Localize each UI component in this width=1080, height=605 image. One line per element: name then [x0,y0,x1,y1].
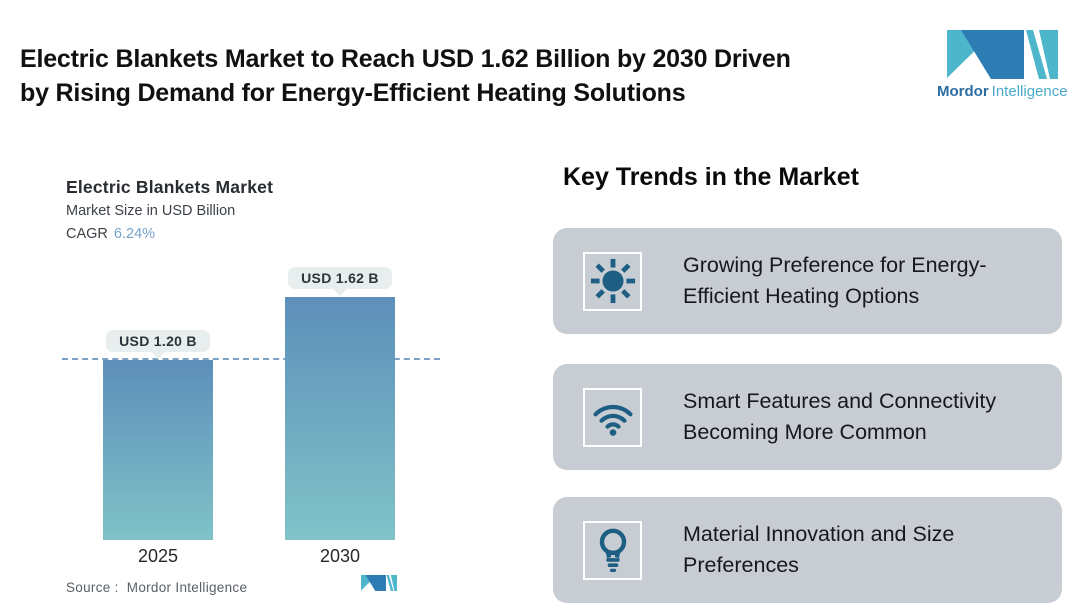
bar-2025 [103,360,213,540]
icon-box [583,251,642,311]
icon-box [583,520,642,580]
x-axis-label-2025: 2025 [137,546,179,566]
page-title: Electric Blankets Market to Reach USD 1.… [20,42,920,110]
brand-logo: Mordor Intelligence [937,30,1068,100]
chart-subtitle: Market Size in USD Billion [66,203,236,219]
sun-icon [590,258,635,304]
bar-chart: USD 1.20 B USD 1.62 B 2025 2030 [40,250,460,566]
chart-title: Electric Blankets Market [66,177,274,197]
trend-card-energy-efficiency: Growing Preference for Energy-Efficient … [553,228,1062,334]
trend-text: Material Innovation and Size Preferences [683,522,955,577]
bar-value-label-2030: USD 1.62 B [288,267,392,289]
bar-column-2025: USD 1.20 B [103,330,213,540]
bar-2030 [285,297,395,540]
lightbulb-icon [599,528,626,572]
brand-name: Mordor Intelligence [937,83,1068,100]
page-title-line2: by Rising Demand for Energy-Efficient He… [20,79,686,107]
bar-column-2030: USD 1.62 B [285,267,395,540]
trend-text: Smart Features and Connectivity Becoming… [683,389,997,444]
source-attribution: Source : Mordor Intelligence [66,580,248,595]
chart-cagr: CAGR 6.24% [66,226,155,242]
label-pointer-icon [151,352,165,359]
reference-dashed-line [62,358,440,360]
wifi-icon [592,404,633,436]
brand-name-bold: Mordor [937,83,989,100]
mordor-intelligence-logo-icon [946,30,1058,79]
brand-name-light: Intelligence [991,83,1068,100]
trend-text: Growing Preference for Energy-Efficient … [683,253,987,308]
label-pointer-icon [333,289,347,296]
bar-value-label-2025: USD 1.20 B [106,330,210,352]
mordor-intelligence-mini-logo-icon [361,575,397,591]
trend-card-material-innovation: Material Innovation and Size Preferences [553,497,1062,603]
cagr-label: CAGR [66,226,108,242]
trend-card-smart-features: Smart Features and Connectivity Becoming… [553,364,1062,470]
trends-heading: Key Trends in the Market [563,163,859,191]
page-title-line1: Electric Blankets Market to Reach USD 1.… [20,45,791,73]
icon-box [583,387,642,447]
cagr-value: 6.24% [113,226,156,242]
x-axis-label-2030: 2030 [319,546,361,566]
